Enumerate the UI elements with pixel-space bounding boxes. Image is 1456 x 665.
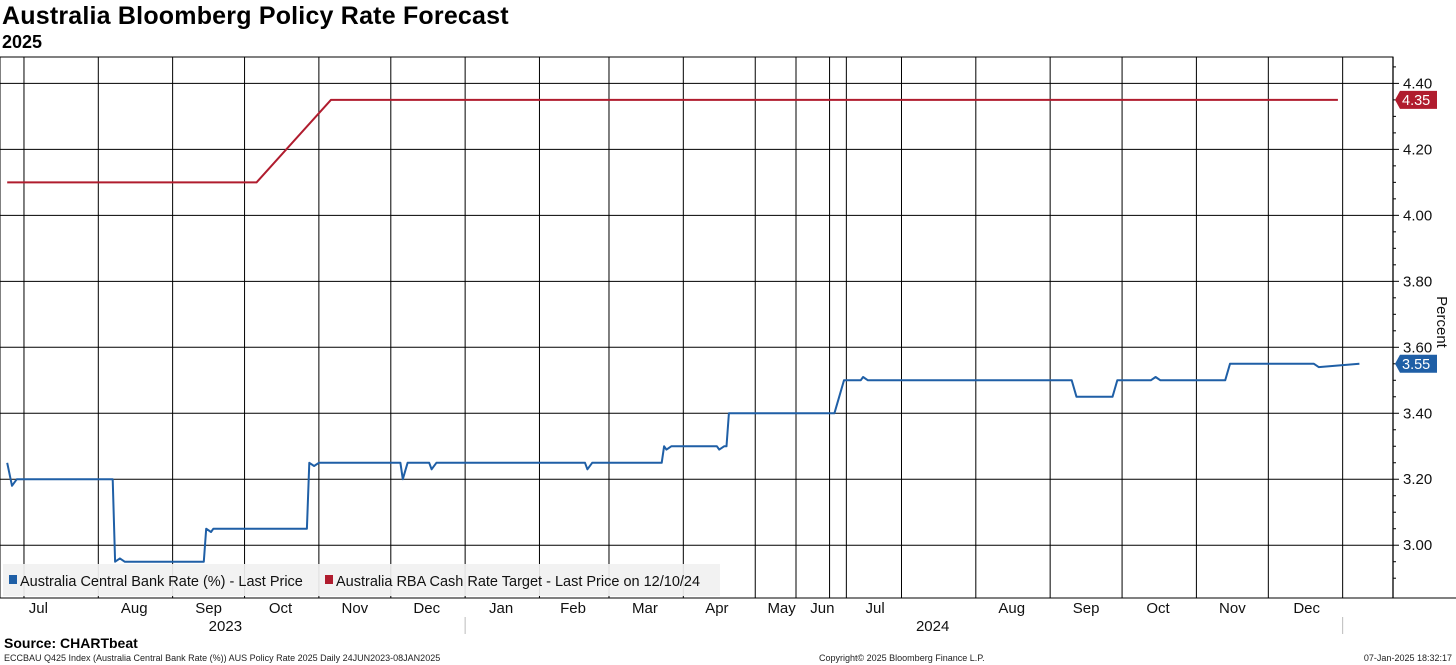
chart-subtitle: 2025 <box>2 32 43 52</box>
x-month-label: Nov <box>1219 600 1246 617</box>
y-tick-label: 4.00 <box>1403 207 1432 224</box>
x-month-label: Feb <box>560 600 586 617</box>
x-month-label: Aug <box>998 600 1025 617</box>
legend-box <box>3 564 720 596</box>
x-month-label: Dec <box>413 600 440 617</box>
rba-cash-rate-line <box>7 98 1338 184</box>
x-month-label: Aug <box>121 600 148 617</box>
x-month-label: Jun <box>810 600 834 617</box>
y-tick-label: 3.80 <box>1403 273 1432 290</box>
central-bank-rate-value-label: 3.55 <box>1402 357 1430 373</box>
y-tick-label: 3.00 <box>1403 537 1432 554</box>
legend-swatch-rba <box>325 575 333 584</box>
rba-cash-rate-value-flag <box>1395 90 1437 109</box>
x-month-label: Sep <box>195 600 222 617</box>
x-month-label: Oct <box>269 600 293 617</box>
y-axis-title: Percent <box>1433 296 1450 349</box>
central-bank-rate-line <box>6 362 1360 563</box>
x-month-label: Apr <box>705 600 728 617</box>
y-tick-label: 3.60 <box>1403 339 1432 356</box>
x-month-label: May <box>767 600 796 617</box>
source-label: Source: CHARTbeat <box>4 635 138 651</box>
plot-border <box>0 56 1394 599</box>
timestamp: 07-Jan-2025 18:32:17 <box>1363 653 1452 663</box>
x-year-label: 2023 <box>209 618 242 635</box>
copyright-text: Copyright© 2025 Bloomberg Finance L.P. <box>819 653 985 663</box>
y-tick-label: 3.40 <box>1403 405 1432 422</box>
legend-label-central-bank: Australia Central Bank Rate (%) - Last P… <box>20 574 303 590</box>
y-tick-label: 4.20 <box>1403 141 1432 158</box>
x-month-label: Jan <box>489 600 513 617</box>
x-month-label: Sep <box>1073 600 1100 617</box>
x-year-label: 2024 <box>916 618 949 635</box>
legend-swatch-central-bank <box>9 575 17 584</box>
x-month-label: Jul <box>29 600 48 617</box>
chart-title: Australia Bloomberg Policy Rate Forecast <box>2 2 509 30</box>
x-month-label: Nov <box>341 600 368 617</box>
legend-label-rba: Australia RBA Cash Rate Target - Last Pr… <box>336 574 700 590</box>
x-month-label: Mar <box>632 600 658 617</box>
x-month-label: Oct <box>1146 600 1170 617</box>
y-tick-label: 3.20 <box>1403 471 1432 488</box>
central-bank-rate-value-flag <box>1395 354 1437 373</box>
series-description: ECCBAU Q425 Index (Australia Central Ban… <box>4 653 441 663</box>
rba-cash-rate-value-label: 4.35 <box>1402 93 1430 109</box>
line-chart: 3.00 3.20 3.40 3.60 3.80 4.00 4.20 4.40 Jul Aug Se… <box>0 56 1456 635</box>
y-tick-label: 4.40 <box>1403 75 1432 92</box>
x-month-label: Jul <box>866 600 885 617</box>
x-month-label: Dec <box>1293 600 1320 617</box>
